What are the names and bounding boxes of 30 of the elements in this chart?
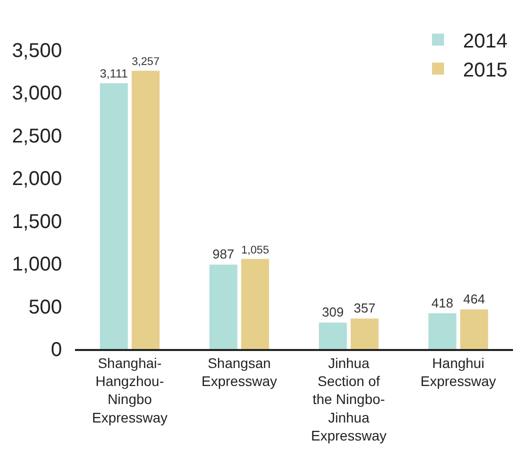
y-tick-label: 500	[28, 296, 62, 318]
y-tick-label: 2,500	[12, 125, 62, 148]
data-label: 3,111	[100, 66, 128, 80]
data-label: 987	[212, 246, 234, 262]
data-label: 418	[432, 295, 454, 310]
x-tick-label: Jinhua Section of the Ningbo-Jinhua Expressway	[311, 354, 386, 444]
bar	[241, 258, 270, 349]
y-tick-label: 1,000	[12, 254, 62, 276]
bar	[209, 264, 238, 349]
y-tick-label: 2,000	[12, 168, 62, 190]
bar	[100, 83, 128, 349]
legend-label: 2014	[463, 30, 508, 52]
data-label: 464	[463, 291, 485, 306]
y-tick-label: 1,500	[12, 210, 62, 233]
data-label: 309	[322, 304, 344, 320]
y-tick-label: 3,500	[12, 40, 62, 62]
bar	[132, 70, 160, 349]
x-tick-label: Shanghai-Hangzhou-Ningbo Expressway	[92, 354, 168, 426]
data-label: 1,055	[241, 244, 270, 256]
data-label: 3,257	[132, 56, 160, 68]
bar	[460, 309, 488, 349]
data-label: 357	[354, 300, 376, 316]
y-tick-label: 0	[50, 339, 62, 361]
y-tick-label: 3,000	[12, 82, 62, 105]
bar	[318, 322, 347, 349]
bar	[350, 318, 379, 349]
bar	[428, 313, 456, 349]
x-tick-label: Shangsan Expressway	[202, 354, 277, 389]
x-tick-label: Hanghui Expressway	[420, 354, 496, 389]
legend-label: 2015	[463, 59, 508, 82]
